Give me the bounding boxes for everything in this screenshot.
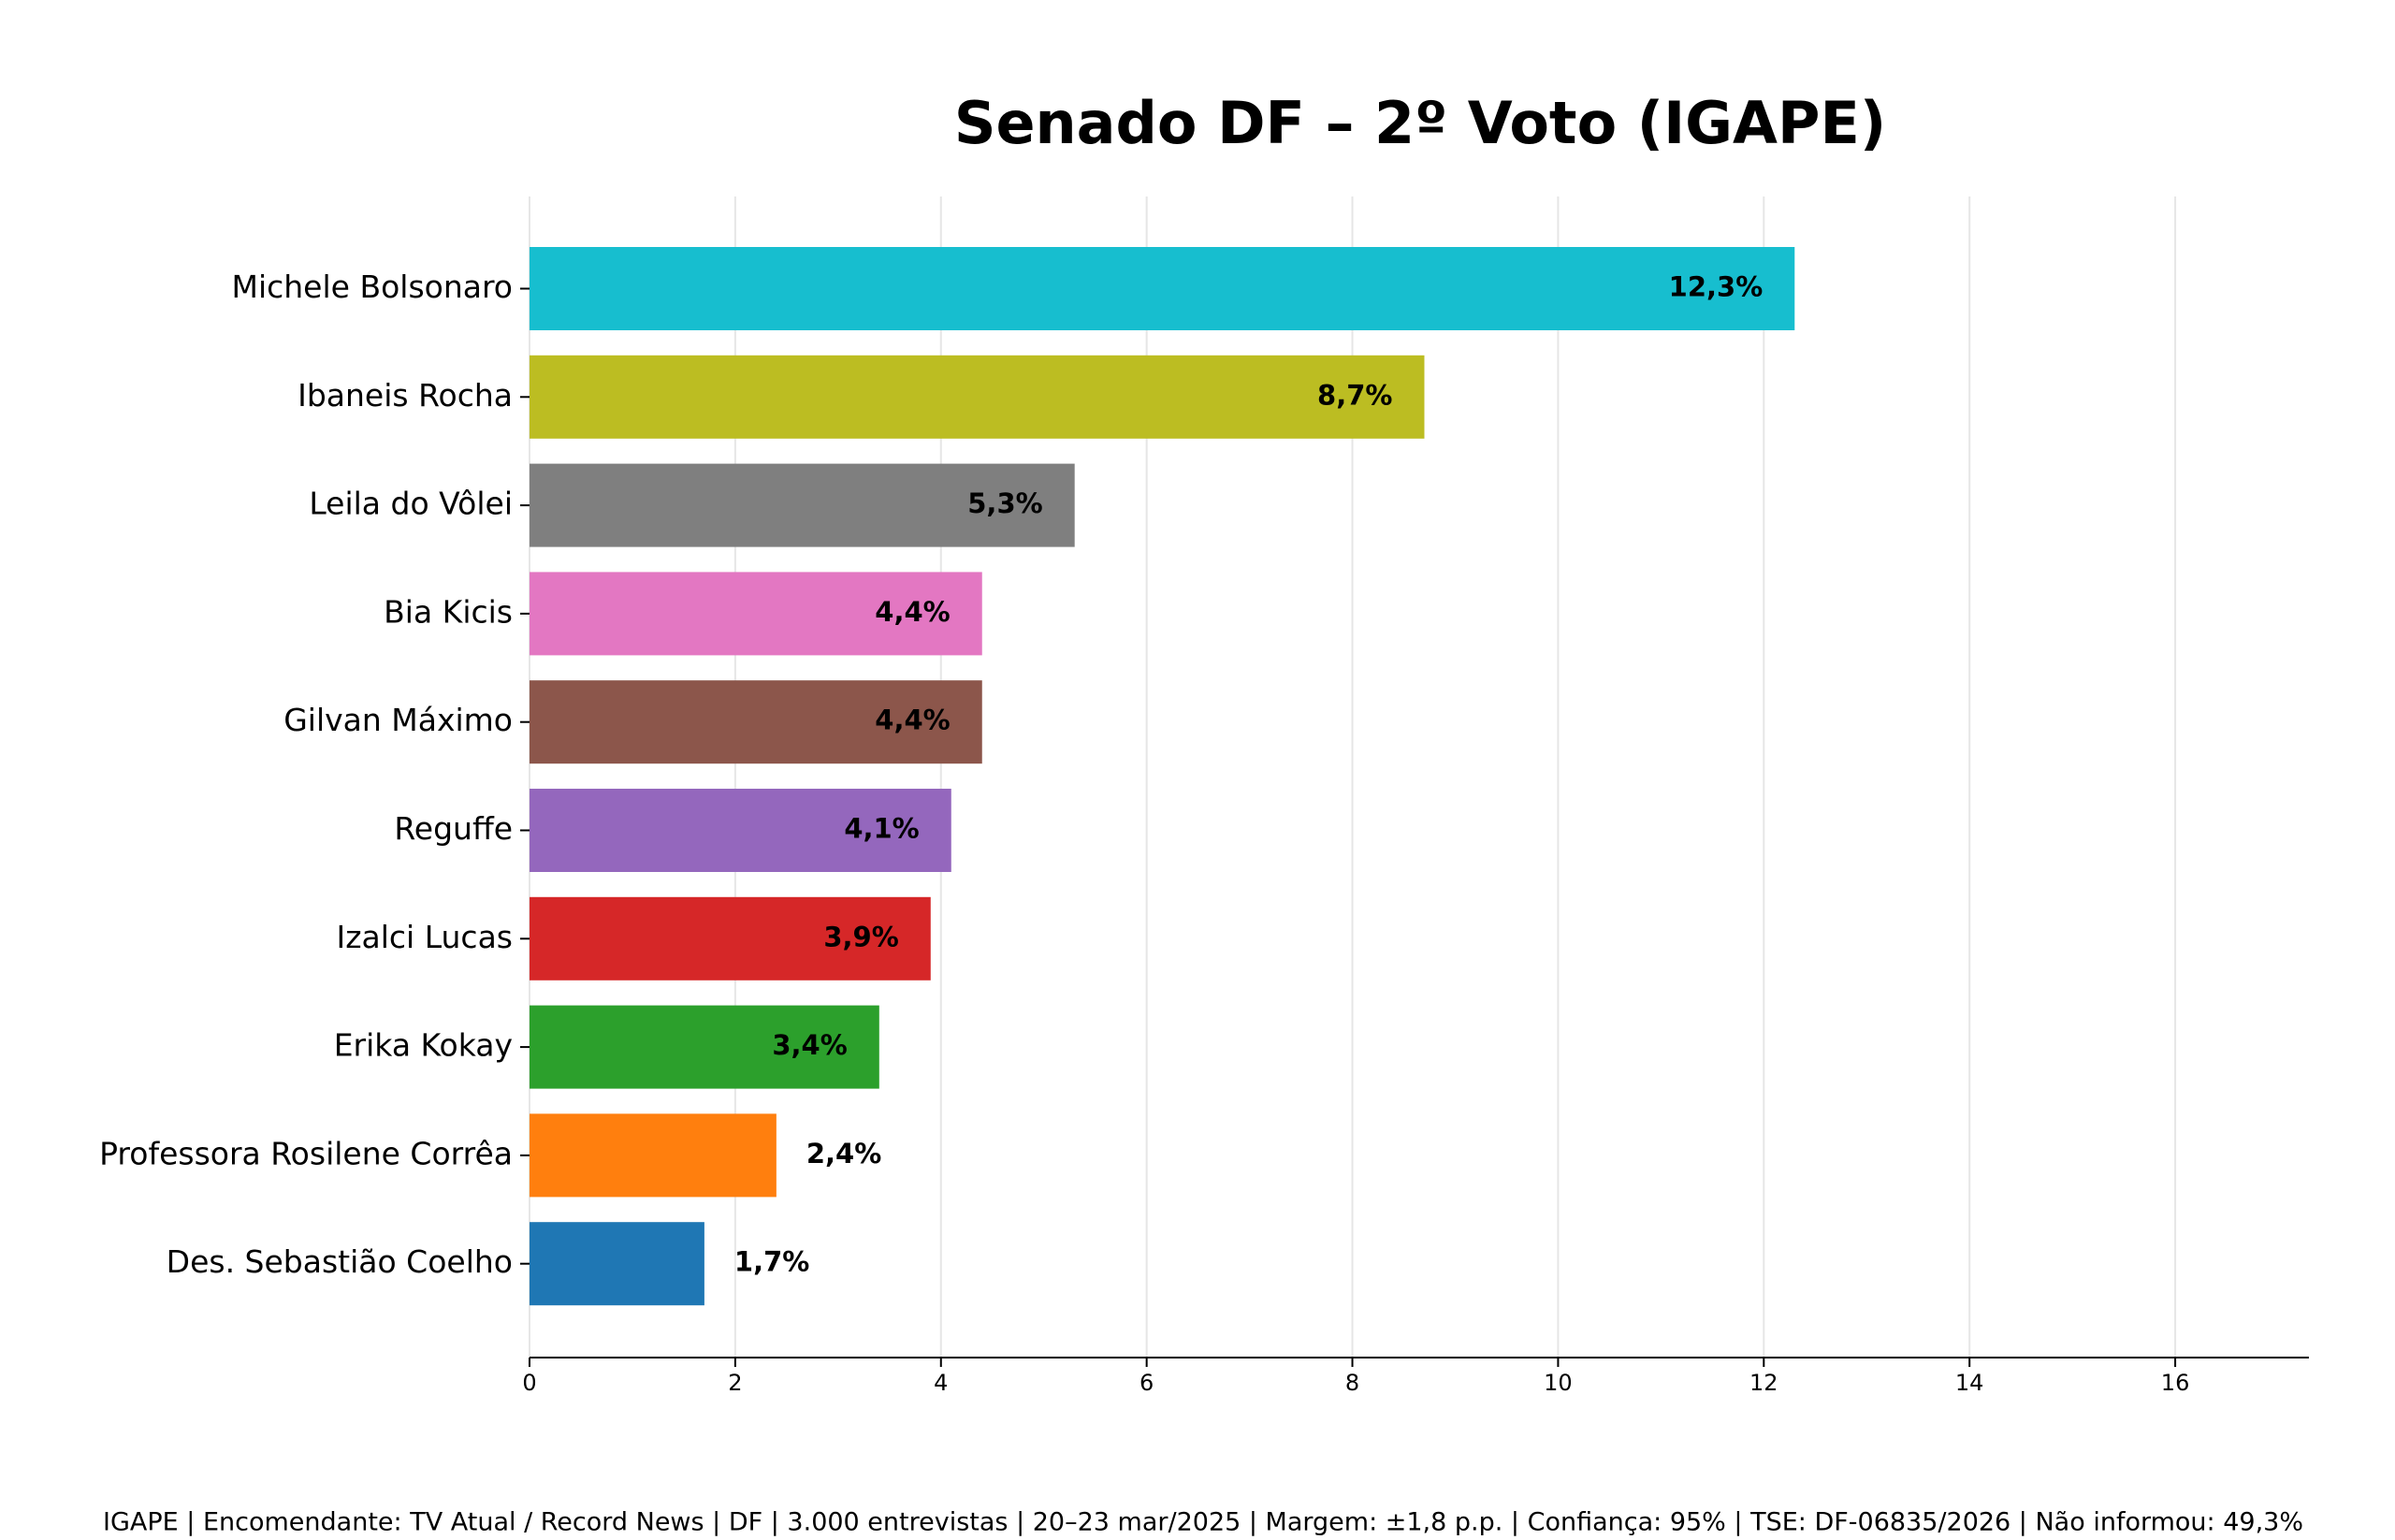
x-tick-label: 0: [522, 1370, 536, 1396]
value-label: 8,7%: [1317, 379, 1392, 411]
y-tick-label: Leila do Vôlei: [309, 486, 513, 522]
x-tick-label: 14: [1955, 1370, 1984, 1396]
footer: IGAPE | Encomendante: TV Atual / Record …: [103, 1508, 2303, 1537]
y-tick-label: Michele Bolsonaro: [231, 269, 513, 305]
x-tick-label: 4: [934, 1370, 948, 1396]
x-tick-label: 16: [2161, 1370, 2190, 1396]
bar: [530, 789, 951, 872]
value-label: 1,7%: [734, 1246, 809, 1278]
y-tick-label: Professora Rosilene Corrêa: [99, 1135, 513, 1171]
value-label: 12,3%: [1669, 271, 1764, 303]
bar: [530, 680, 982, 764]
y-tick-label: Gilvan Máximo: [283, 702, 513, 738]
x-tick-label: 12: [1749, 1370, 1778, 1396]
x-tick-label: 2: [728, 1370, 742, 1396]
bar: [530, 896, 931, 981]
value-label: 4,4%: [875, 705, 950, 736]
bar: [530, 355, 1425, 439]
y-tick-label: Reguffe: [394, 810, 513, 847]
value-label: 5,3%: [967, 487, 1042, 519]
bar: [530, 572, 982, 656]
value-label: 4,1%: [844, 813, 919, 845]
value-label: 4,4%: [875, 596, 950, 628]
y-tick-label: Des. Sebastião Coelho: [167, 1243, 513, 1280]
chart-title: Senado DF – 2º Voto (IGAPE): [954, 89, 1886, 157]
x-tick-label: 10: [1544, 1370, 1573, 1396]
value-label: 3,9%: [823, 921, 898, 952]
value-label: 3,4%: [772, 1029, 847, 1061]
y-tick-label: Izalci Lucas: [336, 919, 513, 955]
bar: [530, 1222, 704, 1306]
y-tick-label: Bia Kicis: [384, 593, 513, 630]
x-tick-label: 8: [1345, 1370, 1359, 1396]
bar: [530, 463, 1075, 547]
bar: [530, 1005, 879, 1089]
y-tick-label: Erika Kokay: [334, 1027, 513, 1064]
bar: [530, 1113, 777, 1198]
y-tick-label: Ibaneis Rocha: [298, 377, 513, 414]
bar: [530, 247, 1795, 330]
value-label: 2,4%: [806, 1138, 881, 1170]
x-tick-label: 6: [1139, 1370, 1154, 1396]
